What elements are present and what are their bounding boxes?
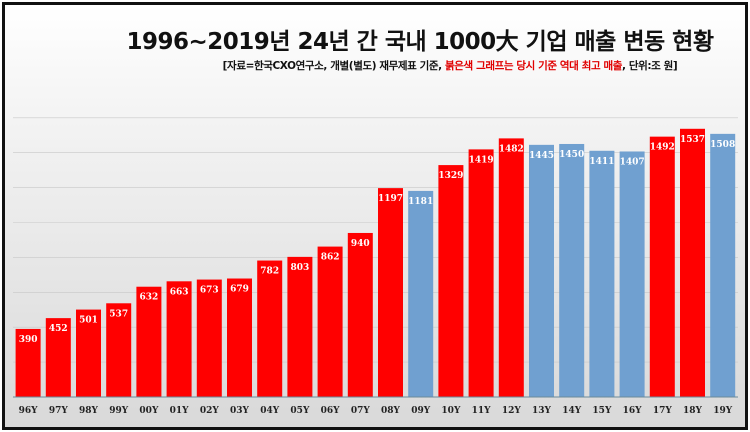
x-tick-label: 96Y bbox=[19, 406, 39, 416]
x-tick-label: 97Y bbox=[49, 406, 69, 416]
bar-98Y bbox=[76, 309, 101, 397]
subtitle-highlight: 붉은색 그래프는 당시 기준 역대 최고 매출 bbox=[445, 60, 622, 72]
x-tick-label: 15Y bbox=[592, 406, 612, 416]
x-tick-label: 03Y bbox=[230, 406, 250, 416]
data-label: 1445 bbox=[529, 151, 554, 161]
bar-03Y bbox=[227, 278, 252, 397]
data-label: 663 bbox=[170, 287, 189, 297]
bar-15Y bbox=[589, 150, 615, 397]
x-tick-label: 14Y bbox=[562, 406, 582, 416]
data-label: 1450 bbox=[559, 150, 584, 160]
x-tick-label: 09Y bbox=[411, 406, 431, 416]
data-label: 1482 bbox=[499, 144, 524, 154]
x-tick-label: 00Y bbox=[139, 406, 159, 416]
data-label: 1419 bbox=[469, 155, 494, 165]
x-tick-label: 06Y bbox=[321, 406, 341, 416]
bar-99Y bbox=[106, 303, 132, 397]
x-tick-label: 18Y bbox=[683, 406, 703, 416]
bar-05Y bbox=[287, 256, 313, 397]
bar-02Y bbox=[196, 279, 222, 397]
data-label: 1329 bbox=[438, 171, 463, 181]
x-tick-label: 01Y bbox=[170, 406, 190, 416]
data-label: 673 bbox=[200, 286, 219, 296]
x-tick-label: 08Y bbox=[381, 406, 401, 416]
x-tick-label: 17Y bbox=[653, 406, 673, 416]
data-label: 1197 bbox=[378, 194, 403, 204]
x-tick-label: 10Y bbox=[441, 406, 461, 416]
x-tick-label: 99Y bbox=[109, 406, 129, 416]
x-tick-label: 04Y bbox=[260, 406, 280, 416]
data-label: 501 bbox=[79, 316, 98, 326]
data-label: 940 bbox=[351, 239, 370, 249]
bar-97Y bbox=[45, 318, 71, 397]
bar-12Y bbox=[498, 138, 524, 398]
data-label: 862 bbox=[321, 253, 340, 263]
x-tick-label: 98Y bbox=[79, 406, 99, 416]
bar-96Y bbox=[15, 328, 41, 397]
x-tick-label: 19Y bbox=[713, 406, 733, 416]
data-label: 390 bbox=[19, 335, 38, 345]
bar-07Y bbox=[347, 232, 373, 397]
x-tick-label: 11Y bbox=[472, 406, 492, 416]
bar-04Y bbox=[257, 260, 283, 397]
bar-09Y bbox=[408, 190, 434, 397]
chart-title: 1996~2019년 24년 간 국내 1000大 기업 매출 변동 현황 bbox=[126, 29, 714, 55]
bar-10Y bbox=[438, 165, 464, 397]
data-label: 1407 bbox=[620, 157, 645, 167]
x-tick-label: 02Y bbox=[200, 406, 220, 416]
data-label: 452 bbox=[49, 324, 68, 334]
x-tick-label: 05Y bbox=[290, 406, 310, 416]
bar-06Y bbox=[317, 246, 343, 397]
bar-14Y bbox=[559, 143, 585, 397]
bar-11Y bbox=[468, 149, 494, 397]
bar-18Y bbox=[680, 128, 705, 397]
bar-19Y bbox=[710, 133, 736, 397]
x-tick-label: 16Y bbox=[623, 406, 643, 416]
data-label: 782 bbox=[260, 267, 279, 277]
bar-00Y bbox=[136, 286, 162, 397]
bar-17Y bbox=[649, 136, 675, 397]
data-label: 1411 bbox=[589, 157, 614, 167]
data-label: 1537 bbox=[680, 135, 705, 145]
data-label: 1181 bbox=[408, 197, 433, 207]
data-label: 1508 bbox=[710, 140, 735, 150]
x-tick-label: 07Y bbox=[351, 406, 371, 416]
data-label: 679 bbox=[230, 285, 249, 295]
bar-08Y bbox=[378, 188, 403, 397]
data-label: 537 bbox=[109, 309, 128, 319]
bar-13Y bbox=[529, 144, 554, 397]
data-label: 632 bbox=[140, 293, 159, 303]
subtitle-unit: , 단위:조 원] bbox=[621, 60, 678, 72]
chart-subtitle: [자료=한국CXO연구소, 개별(별도) 재무제표 기준, 붉은색 그래프는 당… bbox=[150, 58, 750, 73]
data-label: 1492 bbox=[650, 143, 675, 153]
x-tick-label: 13Y bbox=[532, 406, 552, 416]
bar-01Y bbox=[166, 281, 192, 397]
bar-16Y bbox=[619, 151, 645, 397]
x-tick-label: 12Y bbox=[502, 406, 522, 416]
subtitle-source: [자료=한국CXO연구소, 개별(별도) 재무제표 기준, bbox=[222, 60, 446, 72]
data-label: 803 bbox=[291, 263, 310, 273]
